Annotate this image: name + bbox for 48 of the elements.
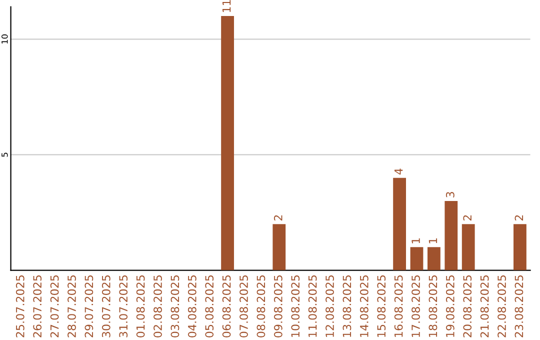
x-tick-label: 10.08.2025 (291, 275, 300, 337)
data-label: 2 (463, 215, 472, 220)
x-tick-label: 16.08.2025 (394, 275, 403, 337)
x-tick-label: 17.08.2025 (412, 275, 420, 337)
bar (393, 178, 406, 270)
bar (514, 224, 526, 270)
x-tick-label: 22.08.2025 (498, 275, 506, 338)
x-tick-label: 26.07.2025 (33, 275, 42, 338)
x-tick-label: 12.08.2025 (326, 275, 334, 337)
data-label: 4 (394, 168, 403, 175)
x-tick-label: 30.07.2025 (102, 275, 110, 338)
x-tick-label: 01.08.2025 (136, 275, 145, 338)
x-tick-label: 27.07.2025 (50, 275, 59, 338)
x-tick-label: 14.08.2025 (360, 275, 368, 337)
bar (410, 247, 424, 270)
y-tick-label: 10 (1, 34, 8, 44)
x-tick-label: 19.08.2025 (446, 275, 454, 337)
x-tick-label: 07.08.2025 (240, 275, 248, 338)
bar (462, 224, 475, 270)
data-label: 11 (222, 0, 231, 12)
x-tick-label: 08.08.2025 (256, 275, 266, 338)
x-tick-label: 21.08.2025 (480, 275, 489, 338)
bar (444, 200, 458, 270)
x-tick-label: 15.08.2025 (377, 275, 386, 337)
data-label: 2 (274, 215, 282, 220)
data-label: 2 (514, 215, 524, 220)
x-tick-label: 23.08.2025 (514, 275, 524, 338)
x-tick-label: 06.08.2025 (222, 275, 231, 338)
x-tick-label: 20.08.2025 (463, 275, 472, 338)
x-tick-label: 13.08.2025 (342, 275, 352, 337)
x-tick-label: 28.07.2025 (68, 275, 76, 338)
x-tick-label: 29.07.2025 (84, 275, 94, 338)
bar (221, 16, 234, 270)
x-tick-label: 02.08.2025 (154, 275, 162, 338)
x-tick-label: 05.08.2025 (205, 275, 214, 338)
bar (272, 224, 286, 270)
data-label: 3 (446, 192, 454, 198)
x-tick-label: 25.07.2025 (16, 275, 24, 338)
x-tick-label: 11.08.2025 (308, 275, 317, 337)
bar (428, 247, 440, 270)
x-tick-label: 09.08.2025 (274, 275, 282, 338)
data-label: 1 (412, 238, 420, 244)
x-tick-label: 31.07.2025 (119, 275, 128, 338)
x-tick-label: 03.08.2025 (170, 275, 180, 338)
data-label: 1 (428, 238, 438, 244)
x-tick-label: 04.08.2025 (188, 275, 196, 338)
x-tick-label: 18.08.2025 (428, 275, 438, 337)
y-tick-label: 5 (2, 152, 8, 157)
